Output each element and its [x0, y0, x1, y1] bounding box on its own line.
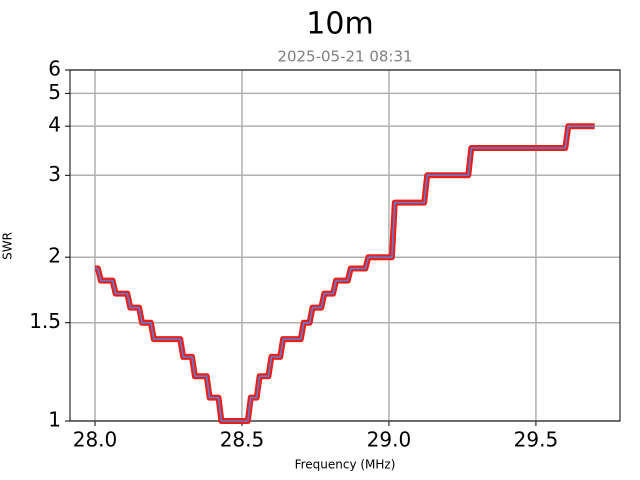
y-tick-label: 4	[48, 113, 61, 137]
y-axis-label: SWR	[1, 232, 15, 260]
x-axis-label: Frequency (MHz)	[295, 458, 396, 472]
x-tick-label: 28.5	[220, 428, 265, 452]
x-tick-label: 28.0	[73, 428, 118, 452]
chart-subtitle: 2025-05-21 08:31	[277, 48, 412, 66]
y-tick-label: 5	[48, 80, 61, 104]
y-tick-label: 3	[48, 162, 61, 186]
series-line-inner	[95, 125, 595, 422]
x-tick-label: 29.0	[367, 428, 412, 452]
series-line	[94, 123, 595, 424]
y-tick-label: 2	[48, 244, 61, 268]
plot-frame	[69, 69, 621, 422]
y-tick-label: 6	[48, 57, 61, 81]
x-tick-label: 29.5	[514, 428, 559, 452]
chart-title: 10m	[306, 7, 373, 42]
y-tick-label: 1	[48, 408, 61, 432]
y-tick-label: 1.5	[29, 309, 61, 333]
